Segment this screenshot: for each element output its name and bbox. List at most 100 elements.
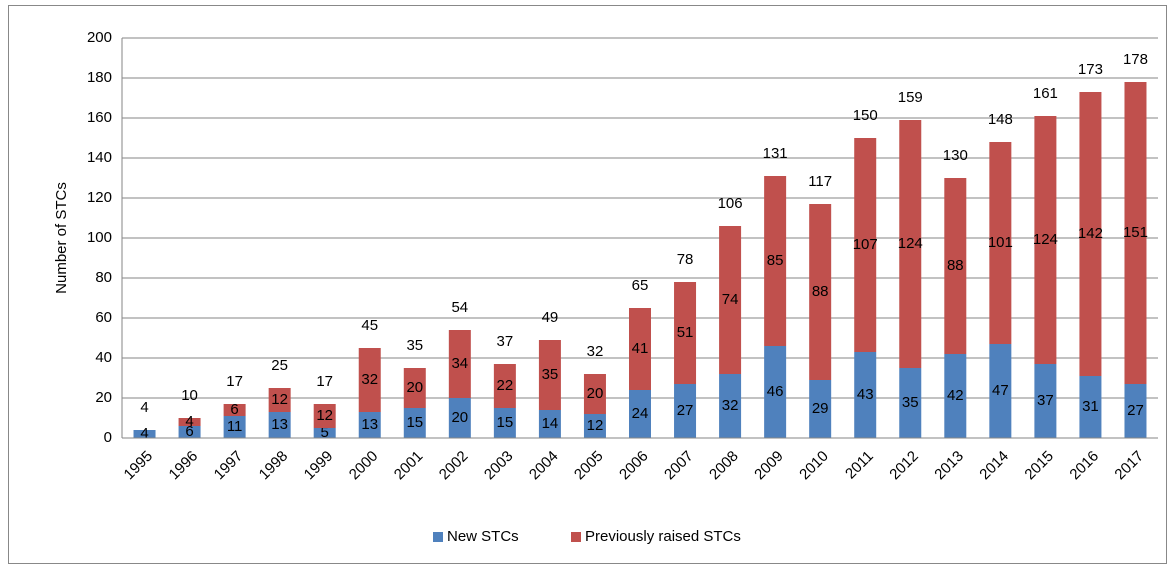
y-tick-label: 100: [87, 229, 112, 246]
data-label: 37: [1037, 392, 1054, 409]
data-label: 20: [587, 385, 604, 402]
bar-segment: [1079, 376, 1102, 438]
legend-swatch: [433, 532, 443, 542]
bar-segment: [989, 344, 1012, 438]
data-label: 31: [1082, 398, 1099, 415]
data-label: 107: [853, 236, 878, 253]
data-label: 27: [1127, 402, 1144, 419]
data-label: 43: [857, 386, 874, 403]
data-label: 12: [271, 391, 288, 408]
bar-segment: [583, 374, 606, 414]
bar-segment: [583, 414, 606, 438]
bar-segment: [809, 204, 832, 380]
bar-segment: [1034, 116, 1057, 364]
total-label: 35: [406, 337, 423, 354]
data-label: 124: [1033, 231, 1058, 248]
bar-segment: [178, 418, 201, 426]
total-label: 130: [943, 147, 968, 164]
total-label: 65: [632, 277, 649, 294]
total-label: 161: [1033, 85, 1058, 102]
bar-segment: [719, 374, 742, 438]
bar-segment: [1124, 82, 1147, 384]
y-tick-label: 80: [95, 269, 112, 286]
data-label: 6: [230, 401, 238, 418]
bar-segment: [989, 142, 1012, 344]
bar-segment: [313, 428, 336, 438]
bar-segment: [133, 430, 156, 438]
bar-segment: [809, 380, 832, 438]
data-label: 14: [542, 415, 559, 432]
data-label: 101: [988, 234, 1013, 251]
data-label: 15: [497, 414, 514, 431]
y-axis-label: Number of STCs: [53, 182, 70, 294]
data-label: 42: [947, 387, 964, 404]
data-label: 4: [185, 413, 193, 430]
data-label: 74: [722, 291, 739, 308]
bar-segment: [313, 404, 336, 428]
data-label: 24: [632, 405, 649, 422]
bar-segment: [629, 390, 651, 438]
bar-segment: [268, 412, 291, 438]
bar-segment: [899, 120, 922, 368]
bar-segment: [538, 410, 561, 438]
legend-label: New STCs: [447, 528, 519, 545]
bar-segment: [719, 226, 742, 374]
data-label: 20: [406, 379, 423, 396]
data-label: 85: [767, 252, 784, 269]
data-label: 151: [1123, 224, 1148, 241]
data-label: 34: [451, 355, 468, 372]
bar-segment: [764, 176, 787, 346]
bar-segment: [764, 346, 787, 438]
bar-segment: [944, 354, 967, 438]
y-tick-label: 160: [87, 109, 112, 126]
bar-segment: [854, 352, 877, 438]
bar-segment: [944, 178, 967, 354]
data-label: 46: [767, 383, 784, 400]
y-tick-label: 200: [87, 29, 112, 46]
total-label: 54: [451, 299, 468, 316]
bar-segment: [448, 398, 471, 438]
y-tick-label: 40: [95, 349, 112, 366]
total-label: 25: [271, 357, 288, 374]
bar-segment: [493, 408, 516, 438]
y-tick-label: 60: [95, 309, 112, 326]
data-label: 12: [587, 417, 604, 434]
bar-segment: [358, 348, 381, 412]
y-tick-label: 120: [87, 189, 112, 206]
legend-swatch: [571, 532, 581, 542]
data-label: 32: [361, 371, 378, 388]
total-label: 10: [181, 387, 198, 404]
data-label: 88: [947, 257, 964, 274]
y-tick-label: 140: [87, 149, 112, 166]
data-label: 47: [992, 382, 1009, 399]
bar-segment: [358, 412, 381, 438]
chart-frame: [8, 5, 1167, 564]
bar-segment: [223, 416, 246, 438]
total-label: 78: [677, 251, 694, 268]
bar-segment: [403, 408, 426, 438]
legend-label: Previously raised STCs: [585, 528, 741, 545]
bar-segment: [493, 364, 516, 408]
data-label: 32: [722, 397, 739, 414]
total-label: 150: [853, 107, 878, 124]
data-label: 142: [1078, 225, 1103, 242]
data-label: 12: [316, 407, 333, 424]
bar-segment: [629, 308, 651, 390]
bar-segment: [268, 388, 291, 412]
bar-segment: [854, 138, 877, 352]
data-label: 51: [677, 324, 694, 341]
bar-segment: [1034, 364, 1057, 438]
data-label: 41: [632, 340, 649, 357]
data-label: 13: [361, 416, 378, 433]
bar-segment: [403, 368, 426, 408]
data-label: 4: [140, 425, 148, 442]
data-label: 13: [271, 416, 288, 433]
bar-segment: [674, 282, 697, 384]
bar-segment: [899, 368, 922, 438]
total-label: 106: [718, 195, 743, 212]
bar-segment: [538, 340, 561, 410]
total-label: 49: [542, 309, 559, 326]
total-label: 148: [988, 111, 1013, 128]
data-label: 11: [227, 418, 243, 435]
data-label: 35: [902, 394, 919, 411]
